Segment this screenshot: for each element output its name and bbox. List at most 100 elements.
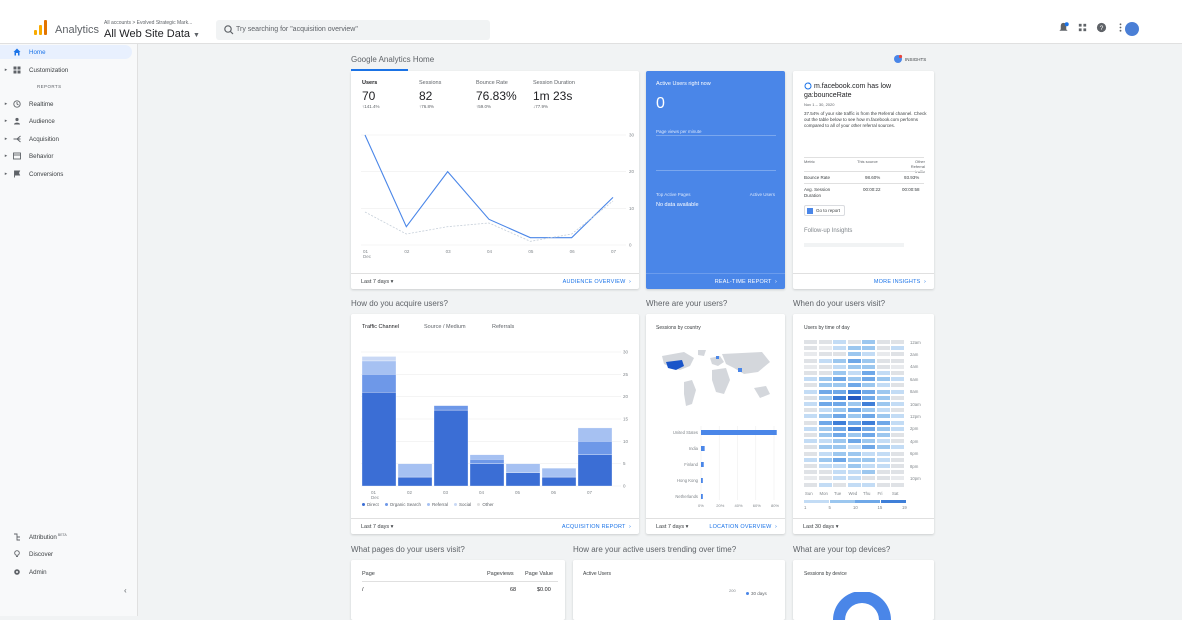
date-range-dropdown[interactable]: Last 7 days ▾ [361,279,394,285]
more-insights-link[interactable]: MORE INSIGHTS › [873,279,926,285]
table-row-page[interactable]: / [362,587,364,593]
location-overview-link[interactable]: LOCATION OVERVIEW › [709,524,777,530]
heatmap-cell [833,402,846,406]
heatmap-cell [818,346,832,351]
sidebar-item-attribution[interactable]: AttributionBETA [0,530,138,544]
placeholder-line [804,243,904,247]
search-bar[interactable]: Try searching for "acquisition overview" [216,20,490,40]
heatmap-cell [804,482,817,487]
property-selector[interactable]: All Web Site Data ▼ [104,28,200,40]
tab-referrals[interactable]: Referrals [492,324,515,330]
heatmap-cell [891,389,904,394]
acquire-legend: Direct Organic Search Referral Social Ot… [362,502,494,507]
date-range-dropdown[interactable]: Last 30 days ▾ [803,524,839,530]
previous-period-line [364,200,614,242]
hour-label: 4am [910,364,919,370]
sidebar-item-discover[interactable]: Discover [0,547,138,561]
metric-bounce-rate[interactable]: Bounce Rate 76.83% ↑59.0% [476,80,517,109]
metric-users[interactable]: Users 70 ↑141.4% [362,80,380,109]
heatmap-cell [891,433,904,437]
notifications-icon[interactable] [1058,22,1069,33]
home-icon [13,48,21,56]
realtime-report-link[interactable]: REAL-TIME REPORT › [714,279,777,285]
table-row-pageviews: 68 [510,587,517,593]
sidebar-item-label: Home [29,48,46,56]
world-map[interactable] [654,348,778,412]
heatmap-cell [804,408,817,413]
sessions-by-device-label: Sessions by device [804,571,847,577]
sidebar-item-conversions[interactable]: ▸ Conversions [0,167,138,181]
bar-direct [397,476,433,487]
sidebar-item-admin[interactable]: Admin [0,565,138,579]
heatmap-cell [891,414,904,419]
legend-30-days[interactable]: 30 days [746,591,767,596]
help-icon[interactable]: ? [1096,22,1107,33]
day-label: Thu [863,490,871,496]
heatmap-cell [876,340,890,344]
bar-organic-search [433,405,469,411]
heatmap-cell [818,433,832,437]
insights-button[interactable]: INSIGHTS [893,54,926,64]
heatmap-cell [862,352,875,357]
sidebar-item-realtime[interactable]: ▸ Realtime [0,97,138,111]
breadcrumb[interactable]: All accounts > Evolved Strategic Mark... [104,20,193,26]
heatmap-cell [862,377,875,382]
heatmap-cell [833,414,846,419]
y-tick-label: 30 [623,350,629,355]
sidebar-item-home[interactable]: Home [0,45,132,59]
heatmap-cell [847,482,861,487]
heatmap-cell [891,408,904,413]
heatmap-cell [818,476,832,481]
bar-referral [397,463,433,478]
date-range-dropdown[interactable]: Last 7 days ▾ [656,524,689,530]
sidebar-item-customization[interactable]: ▸ Customization [0,63,138,77]
bar-referral [361,360,397,375]
heatmap-cell [818,402,832,406]
metric-session-duration[interactable]: Session Duration 1m 23s ↓77.9% [533,80,575,109]
home-title: Google Analytics Home [351,55,435,64]
tab-traffic-channel[interactable]: Traffic Channel [362,324,399,330]
legend-direct[interactable]: Direct [362,502,379,507]
legend-referral[interactable]: Referral [427,502,448,507]
heatmap-cell [891,395,904,400]
scale-label: 1 [804,504,807,510]
legend-organic-search[interactable]: Organic Search [384,502,421,507]
avatar[interactable] [1125,22,1139,36]
more-vert-icon[interactable] [1115,22,1126,33]
heatmap-cell [818,457,832,462]
heatmap-cell [833,482,846,487]
bar-social [361,356,397,362]
country-label: Netherlands [675,494,698,499]
acquisition-report-link[interactable]: ACQUISITION REPORT › [561,524,631,530]
when-title: When do your users visit? [793,299,886,308]
sidebar-item-acquisition[interactable]: ▸ Acquisition [0,132,138,146]
bar-referral [577,427,613,442]
pageviews-column-header[interactable]: Pageviews [487,571,514,577]
time-heatmap: 12am 2am 4am 6am 8am 10am 12pm 2pm 4pm 6pm 8pm 10pm… [793,314,934,534]
page-column-header[interactable]: Page [362,571,375,577]
heatmap-cell [862,371,875,375]
page-value-column-header[interactable]: Page Value [525,571,554,577]
legend-other[interactable]: Other [477,502,494,507]
audience-overview-link[interactable]: AUDIENCE OVERVIEW › [562,279,631,285]
sidebar-item-behavior[interactable]: ▸ Behavior [0,149,138,163]
scale-label: 19 [902,504,907,510]
heatmap-cell [891,364,904,369]
divider [656,135,776,136]
analytics-logo-icon[interactable] [33,19,49,35]
heatmap-cell [804,445,817,450]
heatmap-cell [818,408,832,413]
apps-grid-icon[interactable] [1077,22,1088,33]
insight-card: m.facebook.com has low ga:bounceRate Nov… [793,71,934,289]
x-tick-label: 02 [404,249,410,254]
collapse-sidebar-icon[interactable]: ‹ [124,586,127,595]
heatmap-cell [833,389,846,394]
tab-source-medium[interactable]: Source / Medium [424,324,466,330]
sidebar-item-audience[interactable]: ▸ Audience [0,114,138,128]
metric-sessions[interactable]: Sessions 82 ↑76.8% [419,80,442,109]
go-to-report-button[interactable]: Go to report [804,205,846,216]
heatmap-cell [862,346,875,351]
x-tick-label: 80% [771,503,779,508]
legend-social[interactable]: Social [454,502,471,507]
date-range-dropdown[interactable]: Last 7 days ▾ [361,524,394,530]
